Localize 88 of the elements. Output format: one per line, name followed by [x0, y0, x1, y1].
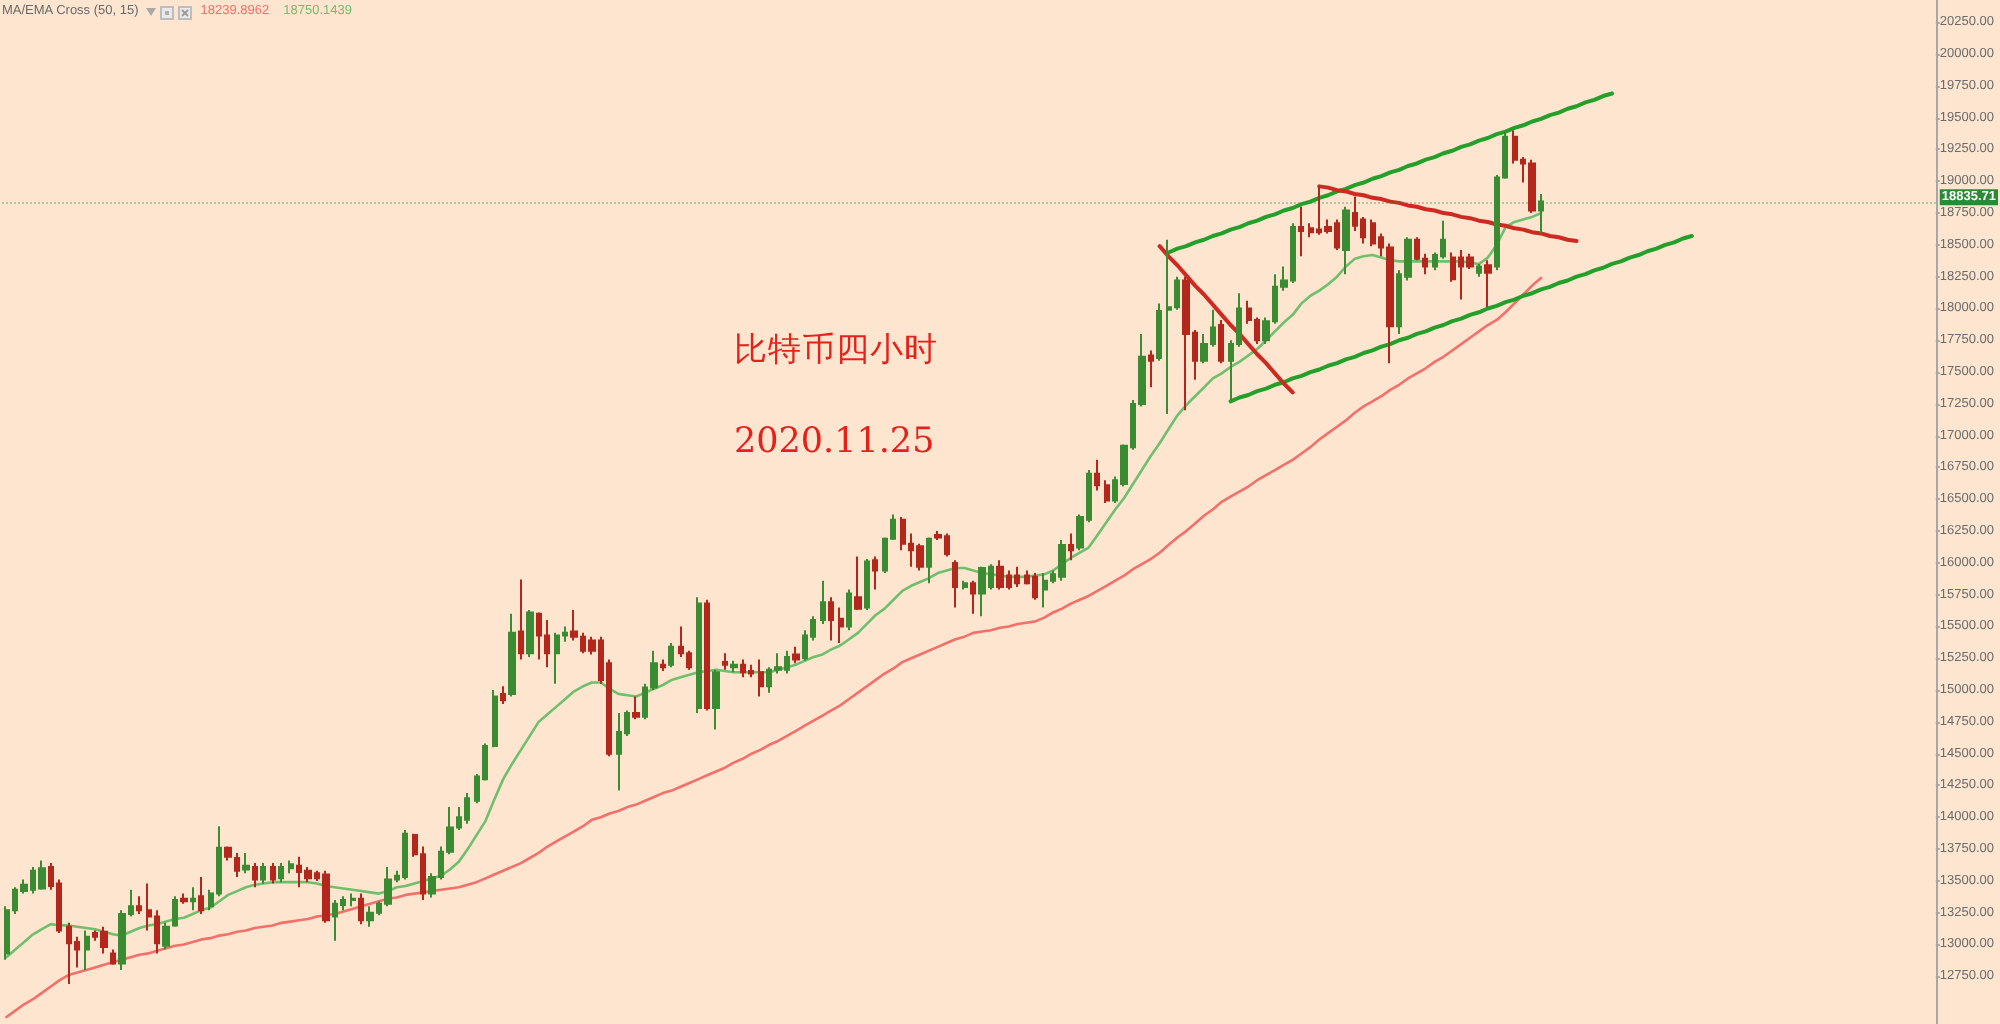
candlestick	[162, 921, 170, 951]
candlestick	[500, 685, 506, 706]
candlestick	[864, 558, 870, 611]
candlestick	[1538, 192, 1544, 235]
candlestick	[632, 695, 640, 721]
candlestick	[1058, 538, 1066, 582]
line-series	[1157, 244, 1295, 395]
candlestick	[704, 598, 710, 712]
text: 比特币四小时	[734, 330, 938, 368]
candlestick	[366, 905, 374, 928]
candlestick	[1218, 318, 1224, 365]
candlestick	[792, 645, 800, 665]
candlestick	[1476, 262, 1482, 278]
candlestick	[846, 588, 852, 632]
candlestick	[384, 865, 392, 908]
candlestick	[1042, 572, 1048, 609]
candlestick	[730, 659, 738, 674]
candlestick	[322, 869, 330, 924]
text: 2020.11.25	[734, 422, 935, 462]
line-series	[5, 211, 1543, 959]
candlestick	[970, 579, 976, 615]
candlestick	[1104, 479, 1110, 505]
candlestick	[66, 921, 72, 985]
candlestick	[838, 606, 844, 645]
candlestick	[996, 559, 1004, 591]
candlestick	[38, 859, 46, 891]
candlestick	[616, 711, 622, 792]
candlestick	[464, 792, 470, 825]
candlestick	[828, 596, 834, 642]
candlestick	[1182, 275, 1190, 412]
candlestick	[748, 663, 754, 679]
candlestick	[508, 612, 516, 698]
candlestick	[740, 658, 746, 679]
line-series	[1166, 91, 1614, 255]
candlestick	[110, 948, 116, 966]
candlestick	[660, 658, 666, 673]
candlestick	[518, 578, 524, 661]
candlestick	[402, 829, 408, 881]
candlestick	[758, 658, 764, 698]
candlestick	[1342, 205, 1350, 276]
candlestick	[358, 892, 364, 926]
candlestick	[198, 876, 204, 915]
candlestick	[1528, 158, 1536, 215]
candlestick	[712, 668, 720, 731]
candlestick	[270, 862, 276, 885]
candlestick	[916, 542, 924, 572]
candlestick	[962, 579, 968, 591]
candlestick	[180, 892, 188, 905]
candlestick	[536, 611, 542, 661]
candlestick	[872, 555, 878, 591]
candlestick	[278, 862, 284, 884]
candlestick	[544, 619, 550, 669]
candlestick	[84, 929, 90, 971]
candlestick	[1156, 302, 1162, 362]
candlestick	[1484, 259, 1492, 309]
candlestick	[332, 898, 338, 942]
candlestick	[260, 862, 266, 885]
candlestick	[1298, 205, 1304, 258]
candlestick	[554, 631, 560, 685]
candlestick	[722, 652, 728, 671]
candlestick	[854, 555, 862, 611]
candlestick	[1014, 565, 1020, 589]
candlestick	[668, 642, 674, 669]
candlestick	[190, 886, 196, 912]
candlestick	[288, 859, 294, 875]
candlestick	[252, 862, 258, 889]
line-series	[1317, 184, 1579, 244]
candlestick	[926, 536, 932, 585]
candlestick	[492, 689, 498, 749]
line-series	[1228, 233, 1694, 404]
candlestick	[526, 608, 534, 659]
candlestick	[1166, 238, 1172, 416]
line-series	[5, 276, 1543, 1019]
candlestick	[820, 579, 826, 625]
candlestick	[172, 895, 178, 928]
candlestick	[978, 565, 986, 618]
candlestick	[242, 851, 250, 875]
candlestick	[1068, 532, 1074, 562]
candlestick	[350, 892, 356, 908]
candlestick	[136, 895, 142, 915]
candlestick	[1370, 218, 1376, 248]
candlestick	[100, 925, 108, 955]
candlestick	[1094, 458, 1100, 492]
candlestick	[304, 865, 312, 884]
candlestick	[1032, 572, 1038, 601]
candlestick	[696, 596, 702, 714]
candlestick	[1148, 349, 1154, 389]
candlestick	[952, 559, 958, 609]
